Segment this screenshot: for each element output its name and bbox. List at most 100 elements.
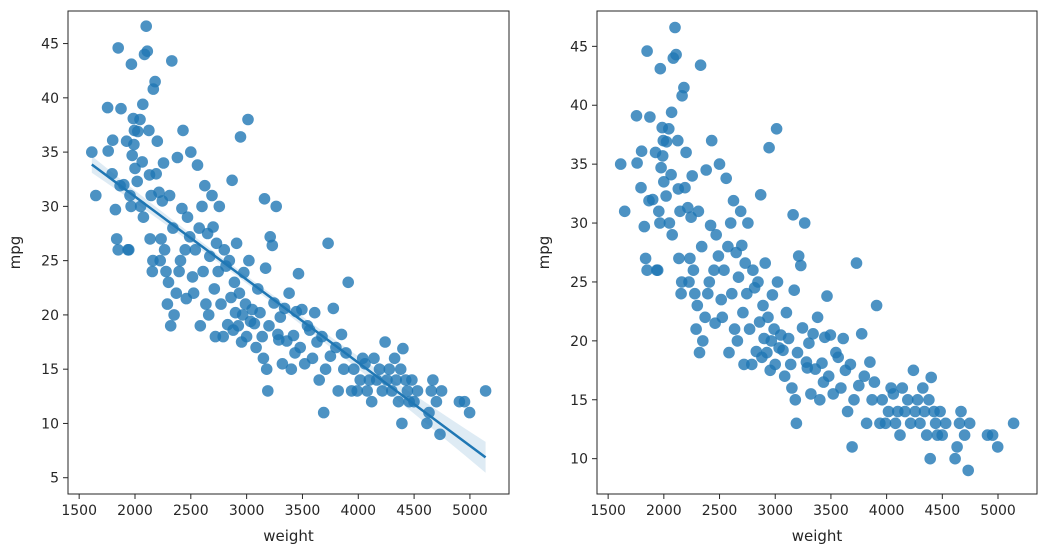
data-point: [161, 298, 174, 310]
data-point: [191, 159, 204, 171]
data-point: [164, 320, 177, 332]
data-point: [850, 257, 863, 269]
data-point: [112, 244, 124, 256]
data-point: [401, 385, 414, 397]
y-tick-label: 20: [570, 334, 588, 350]
data-point: [666, 229, 678, 241]
data-point: [673, 252, 685, 265]
data-point: [386, 385, 398, 397]
data-point: [841, 405, 854, 418]
data-point: [361, 385, 374, 397]
data-point: [766, 289, 779, 301]
data-point: [268, 297, 280, 309]
data-point: [955, 405, 967, 418]
y-ticks-left: 5 10 15 20 25 30 35 40 45: [41, 37, 68, 487]
data-point: [788, 284, 800, 297]
data-point: [635, 181, 647, 194]
data-point: [687, 264, 700, 277]
data-point: [787, 209, 799, 221]
data-point: [194, 320, 207, 332]
data-point: [136, 156, 148, 168]
data-point: [710, 229, 722, 241]
data-point: [665, 168, 677, 181]
data-point: [434, 428, 446, 441]
data-point: [199, 179, 211, 192]
data-point: [171, 151, 184, 164]
data-point: [379, 336, 391, 348]
data-point: [215, 298, 227, 310]
data-point: [654, 217, 666, 229]
data-point: [732, 271, 745, 284]
data-point: [263, 320, 275, 332]
data-point: [167, 222, 179, 234]
data-point: [726, 287, 738, 300]
data-point: [737, 306, 749, 319]
data-point: [294, 341, 307, 354]
data-point: [458, 395, 471, 408]
data-point: [368, 352, 380, 365]
data-point: [904, 417, 917, 430]
regression-line: [91, 163, 487, 459]
x-tick-label: 2000: [646, 503, 682, 519]
data-point: [177, 124, 189, 137]
data-point: [257, 352, 270, 365]
data-point: [206, 189, 218, 202]
data-point: [207, 221, 219, 233]
data-point: [790, 417, 803, 430]
data-point: [322, 237, 334, 250]
data-point: [158, 244, 171, 256]
data-point: [162, 276, 175, 289]
data-point: [868, 376, 881, 388]
data-point: [778, 370, 791, 383]
data-point: [821, 290, 833, 302]
data-point: [792, 250, 805, 262]
x-tick-label: 4500: [924, 503, 960, 519]
y-tick-label: 40: [41, 91, 59, 107]
data-point: [254, 306, 266, 319]
data-point: [423, 406, 435, 419]
data-point: [846, 441, 858, 453]
data-point: [929, 417, 942, 430]
y-ticks-right: 10 15 20 25 30 35 40 45: [570, 39, 597, 468]
data-point: [731, 335, 744, 347]
data-point: [722, 240, 734, 253]
data-point: [693, 346, 706, 359]
data-point: [256, 330, 269, 343]
data-point: [644, 111, 656, 123]
data-point: [163, 189, 176, 202]
data-point: [720, 172, 732, 185]
y-tick-label: 25: [41, 254, 59, 270]
data-point: [660, 190, 672, 202]
right-scatter-panel: 1500 2000 2500 3000 3500 4000 4500 5000 10 15 20 2…: [535, 10, 1038, 545]
x-tick-label: 3500: [285, 503, 321, 519]
data-point: [682, 201, 694, 214]
data-point: [283, 287, 295, 300]
data-point: [406, 374, 418, 386]
data-point: [226, 174, 238, 187]
data-point: [639, 252, 652, 265]
data-point: [759, 257, 771, 269]
data-point: [923, 394, 935, 406]
data-point: [837, 332, 849, 345]
data-point: [743, 323, 756, 335]
data-point: [684, 252, 696, 265]
data-point: [902, 394, 914, 406]
data-point: [151, 135, 164, 147]
data-point: [771, 276, 784, 288]
y-tick-label: 10: [570, 452, 588, 468]
data-point: [702, 287, 714, 300]
data-point: [672, 134, 684, 147]
data-point: [853, 379, 865, 392]
data-point: [435, 385, 448, 397]
data-point: [250, 341, 262, 354]
data-point: [140, 20, 152, 32]
data-point: [197, 265, 209, 278]
data-point: [896, 382, 909, 394]
data-point: [925, 371, 937, 384]
data-point: [924, 452, 936, 465]
y-tick-label: 30: [41, 199, 59, 215]
data-point: [713, 158, 726, 170]
data-point: [678, 81, 690, 94]
x-tick-label: 4500: [396, 503, 432, 519]
data-point: [832, 351, 844, 364]
